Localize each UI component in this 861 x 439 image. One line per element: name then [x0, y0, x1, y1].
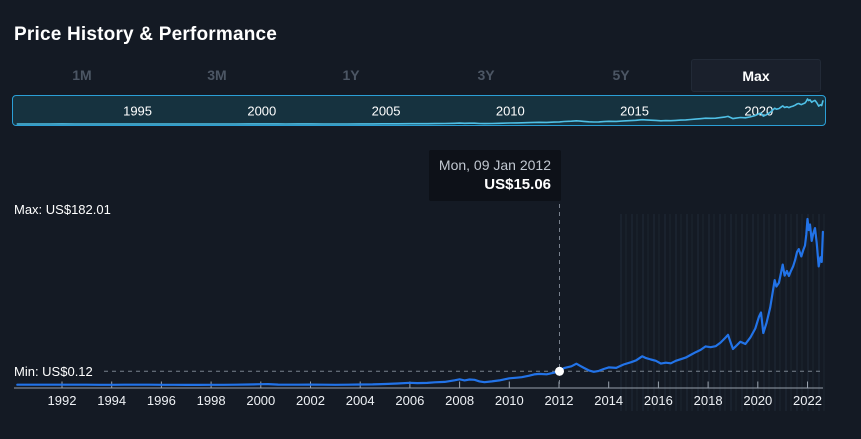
x-axis-label: 2018 [693, 393, 723, 408]
price-line [16, 217, 824, 386]
minimap-year-label: 2000 [247, 103, 277, 118]
timeline-minimap[interactable]: 1995 2000 2005 2010 2015 2020 [12, 95, 826, 126]
tooltip-date: Mon, 09 Jan 2012 [438, 157, 551, 173]
range-tab-3m[interactable]: 3M [207, 67, 227, 83]
range-tab-1y[interactable]: 1Y [342, 67, 360, 83]
x-axis-label: 2002 [296, 393, 325, 408]
price-tooltip: Mon, 09 Jan 2012 US$15.06 [428, 150, 561, 201]
minimap-year-label: 1995 [123, 103, 153, 118]
x-axis-label: 2000 [246, 393, 276, 408]
range-tab-3y[interactable]: 3Y [477, 67, 495, 83]
x-axis-label: 2012 [544, 393, 574, 408]
max-price-label: Max: US$182.01 [14, 202, 111, 217]
x-axis-label: 2016 [643, 393, 673, 408]
x-axis-label: 2022 [793, 393, 822, 408]
minimap-year-label: 2015 [620, 103, 650, 118]
hover-point-dot [554, 366, 564, 376]
minimap-year-label: 2005 [371, 103, 401, 118]
minimap-year-label: 2010 [495, 103, 525, 118]
x-axis-label: 2008 [445, 393, 475, 408]
x-axis-label: 2020 [743, 393, 773, 408]
x-axis-label: 2006 [395, 393, 425, 408]
x-axis-label: 2010 [494, 393, 524, 408]
x-axis-label: 1992 [47, 393, 77, 408]
x-axis-label: 2014 [594, 393, 624, 408]
range-tab-max[interactable]: Max [691, 59, 821, 92]
range-tab-1m[interactable]: 1M [72, 67, 92, 83]
range-tab-5y[interactable]: 5Y [612, 67, 630, 83]
minimap-price-line [16, 98, 824, 125]
tooltip-price: US$15.06 [484, 176, 551, 193]
x-axis-label: 2004 [345, 393, 375, 408]
page-title: Price History & Performance [14, 24, 278, 45]
x-axis-label: 1998 [196, 393, 226, 408]
x-axis-label: 1996 [146, 393, 176, 408]
x-axis-label: 1994 [97, 393, 127, 408]
min-price-label: Min: US$0.12 [14, 364, 93, 379]
